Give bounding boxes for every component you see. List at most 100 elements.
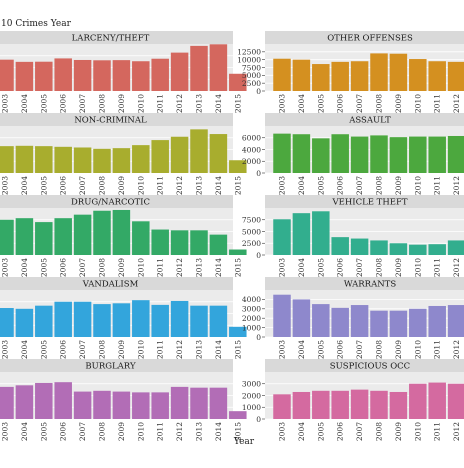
bar-2010 — [132, 145, 150, 173]
x-tick-label-2015: 2015 — [233, 340, 242, 359]
x-tick-label-2011: 2011 — [156, 258, 165, 277]
x-tick-label-2011: 2011 — [433, 176, 442, 195]
x-tick-label-2014: 2014 — [214, 340, 223, 359]
x-tick-label-2012: 2012 — [452, 258, 461, 277]
x-tick-label-2014: 2014 — [214, 176, 223, 195]
y-tick-label: 2000 — [242, 314, 261, 323]
chart-title: 10 Crimes Year — [1, 19, 72, 29]
x-tick-label-2003: 2003 — [1, 340, 10, 359]
bar-2003 — [273, 58, 291, 91]
x-tick-label-2010: 2010 — [136, 258, 145, 277]
x-tick-label-2005: 2005 — [39, 422, 48, 441]
panel-title: VEHICLE THEFT — [331, 198, 407, 208]
bar-2003 — [273, 294, 291, 337]
y-tick-label: 7500 — [242, 216, 261, 225]
bar-2009 — [112, 60, 131, 91]
panel-strip — [265, 359, 464, 372]
x-tick-label-2004: 2004 — [20, 176, 29, 195]
x-tick-label-2005: 2005 — [39, 340, 48, 359]
x-tick-label-2010: 2010 — [413, 94, 422, 113]
x-tick-label-2013: 2013 — [195, 340, 204, 359]
bar-2011 — [428, 61, 446, 91]
bar-2009 — [389, 310, 408, 337]
bar-2005 — [312, 64, 330, 91]
x-tick-label-2005: 2005 — [39, 94, 48, 113]
x-tick-label-2010: 2010 — [136, 94, 145, 113]
x-tick-label-2004: 2004 — [297, 176, 306, 195]
x-tick-label-2006: 2006 — [59, 94, 68, 113]
x-tick-label-2009: 2009 — [394, 340, 403, 359]
x-tick-label-2006: 2006 — [336, 422, 345, 441]
bar-2015 — [229, 326, 247, 337]
bar-2006 — [331, 134, 349, 173]
y-tick-label: 1000 — [242, 403, 261, 412]
x-tick-label-2014: 2014 — [214, 94, 223, 113]
panel-strip — [265, 113, 464, 126]
x-tick-label-2014: 2014 — [214, 258, 223, 277]
bar-2008 — [93, 148, 111, 173]
x-tick-label-2015: 2015 — [233, 176, 242, 195]
x-tick-label-2007: 2007 — [355, 422, 364, 441]
bar-2005 — [35, 61, 53, 91]
bar-2011 — [428, 244, 446, 255]
bar-2004 — [15, 145, 34, 173]
bar-2007 — [350, 61, 369, 91]
panel-title: VANDALISM — [82, 280, 139, 290]
bar-2009 — [112, 209, 131, 255]
bar-2009 — [389, 391, 408, 419]
bar-2007 — [73, 301, 92, 337]
x-tick-label-2010: 2010 — [413, 422, 422, 441]
bar-2010 — [409, 136, 427, 173]
x-tick-label-2010: 2010 — [413, 258, 422, 277]
panel-strip — [265, 195, 464, 208]
x-tick-label-2013: 2013 — [195, 422, 204, 441]
bar-2008 — [93, 210, 111, 255]
bar-2011 — [151, 140, 169, 173]
y-tick-label: 3000 — [242, 380, 261, 389]
bar-2004 — [15, 385, 34, 419]
panel-strip — [265, 277, 464, 290]
bar-2007 — [73, 147, 92, 173]
x-tick-label-2006: 2006 — [336, 176, 345, 195]
bar-2008 — [93, 304, 111, 337]
panel-non-criminal: NON-CRIMINAL 2003 2004 2005 2006 2007 2008 2009… — [0, 113, 247, 195]
bar-2005 — [312, 390, 330, 419]
panel-vandalism: VANDALISM 2003 2004 2005 2006 2007 2008 2009 201… — [0, 277, 247, 359]
bar-2010 — [409, 383, 427, 419]
bar-2015 — [229, 160, 247, 173]
x-tick-label-2004: 2004 — [297, 94, 306, 113]
x-tick-label-2007: 2007 — [78, 94, 87, 113]
bar-2005 — [312, 304, 330, 337]
y-tick-label: 7500 — [242, 63, 261, 72]
y-tick-label: 12500 — [237, 48, 261, 57]
bar-2007 — [350, 238, 369, 255]
panel-strip — [0, 195, 233, 208]
panel-title: ASSAULT — [348, 116, 391, 126]
bar-2008 — [370, 135, 388, 173]
bar-2015 — [229, 249, 247, 255]
bar-2006 — [54, 146, 72, 173]
bar-2014 — [209, 44, 228, 91]
y-tick-label: 6000 — [242, 134, 261, 143]
x-tick-label-2007: 2007 — [355, 94, 364, 113]
x-tick-label-2004: 2004 — [297, 258, 306, 277]
x-tick-label-2003: 2003 — [278, 422, 287, 441]
x-tick-label-2011: 2011 — [156, 422, 165, 441]
bar-2003 — [0, 146, 14, 173]
x-tick-label-2008: 2008 — [98, 94, 107, 113]
bar-2004 — [15, 308, 34, 337]
panel-title: NON-CRIMINAL — [74, 116, 147, 126]
panel-strip — [265, 31, 464, 44]
x-tick-label-2014: 2014 — [214, 422, 223, 441]
x-tick-label-2004: 2004 — [297, 422, 306, 441]
x-tick-label-2003: 2003 — [278, 258, 287, 277]
x-tick-label-2009: 2009 — [394, 422, 403, 441]
x-tick-label-2003: 2003 — [1, 422, 10, 441]
bar-2005 — [312, 138, 330, 173]
x-tick-label-2011: 2011 — [433, 422, 442, 441]
bar-2003 — [273, 133, 291, 173]
bar-2006 — [331, 237, 349, 255]
bar-2004 — [292, 134, 311, 173]
bar-2006 — [54, 218, 72, 255]
x-tick-label-2007: 2007 — [78, 422, 87, 441]
